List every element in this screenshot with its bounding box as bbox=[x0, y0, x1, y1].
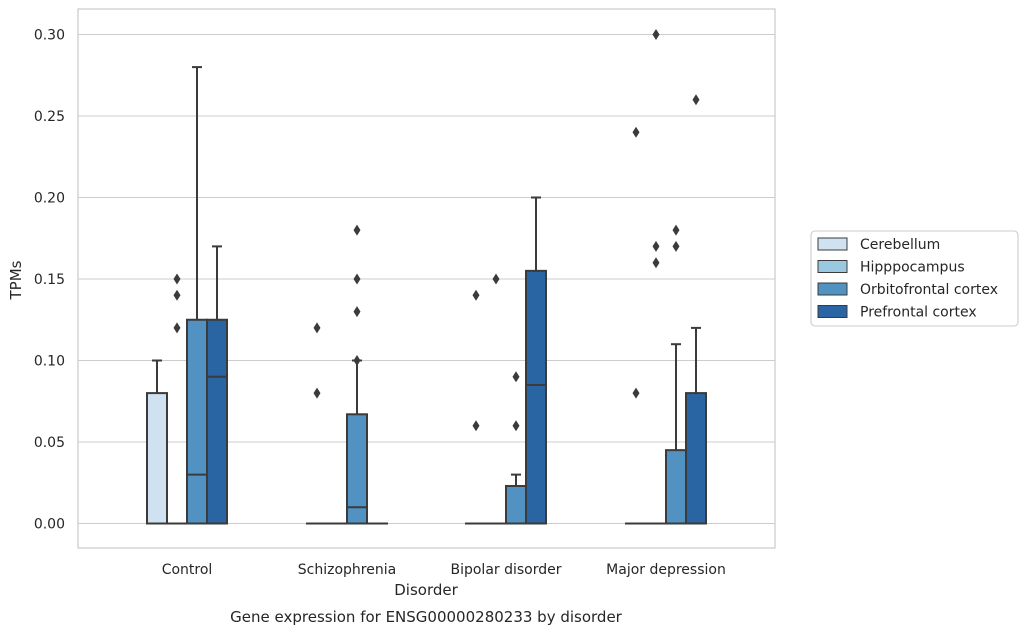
y-tick-label: 0.15 bbox=[34, 272, 65, 288]
outlier-point bbox=[472, 420, 480, 432]
legend-frame bbox=[810, 230, 1019, 327]
outlier-point bbox=[173, 322, 181, 334]
outlier-point bbox=[652, 240, 660, 252]
legend-swatch bbox=[817, 305, 848, 318]
box-body bbox=[186, 318, 208, 525]
outlier-point bbox=[173, 289, 181, 301]
chart-title: Gene expression for ENSG00000280233 by d… bbox=[230, 608, 623, 626]
box-orbitofrontal-cortex bbox=[346, 224, 368, 525]
y-tick-label: 0.05 bbox=[34, 435, 65, 451]
legend-label: Cerebellum bbox=[860, 237, 940, 253]
box-body bbox=[665, 449, 687, 525]
outlier-point bbox=[313, 387, 321, 399]
y-tick-label: 0.10 bbox=[34, 354, 65, 370]
y-tick-label: 0.25 bbox=[34, 109, 65, 125]
box-body bbox=[685, 392, 707, 525]
box-cerebellum bbox=[465, 289, 487, 525]
outlier-point bbox=[313, 322, 321, 334]
box-orbitofrontal-cortex bbox=[505, 371, 527, 525]
outlier-point bbox=[353, 224, 361, 236]
outlier-point bbox=[492, 273, 500, 285]
outlier-point bbox=[652, 257, 660, 269]
legend: Cerebellum Hipppocampus Orbitofrontal cort… bbox=[810, 230, 1019, 327]
box-prefrontal-cortex bbox=[685, 94, 707, 525]
outlier-point bbox=[353, 355, 361, 366]
outlier-point bbox=[512, 371, 520, 383]
y-tick-label: 0.30 bbox=[34, 28, 65, 44]
x-tick-label: Control bbox=[162, 562, 213, 578]
outlier-point bbox=[353, 273, 361, 285]
legend-swatch bbox=[817, 237, 848, 251]
legend-label: Orbitofrontal cortex bbox=[860, 282, 998, 298]
outlier-point bbox=[512, 420, 520, 432]
box-hipppocampus bbox=[645, 29, 667, 525]
box-hipppocampus bbox=[485, 273, 507, 525]
legend-label: Hipppocampus bbox=[860, 260, 965, 276]
box-cerebellum bbox=[146, 359, 168, 525]
x-tick-label: Bipolar disorder bbox=[450, 562, 561, 578]
box-body bbox=[146, 392, 168, 525]
outlier-point bbox=[472, 289, 480, 301]
box-orbitofrontal-cortex bbox=[186, 66, 208, 525]
box-body bbox=[525, 269, 547, 525]
box-cerebellum bbox=[625, 126, 647, 525]
outlier-point bbox=[353, 306, 361, 318]
outlier-point bbox=[632, 387, 640, 399]
legend-label: Prefrontal cortex bbox=[860, 305, 977, 321]
outlier-point bbox=[173, 273, 181, 285]
outlier-point bbox=[652, 29, 660, 40]
y-tick-label: 0.20 bbox=[34, 191, 65, 207]
box-orbitofrontal-cortex bbox=[665, 224, 687, 525]
outlier-point bbox=[632, 126, 640, 138]
box-body bbox=[505, 485, 527, 525]
box-prefrontal-cortex bbox=[525, 196, 547, 525]
box-cerebellum bbox=[306, 322, 328, 525]
y-axis-ticks: 0.00 0.05 0.10 0.15 0.20 0.25 0.30 bbox=[34, 28, 65, 533]
outlier-point bbox=[692, 94, 700, 106]
outlier-point bbox=[672, 224, 680, 236]
y-axis-label: TPMs bbox=[7, 260, 25, 300]
box-plot-area bbox=[146, 29, 707, 525]
outlier-point bbox=[672, 240, 680, 252]
legend-swatch bbox=[817, 260, 848, 273]
legend-swatch bbox=[817, 282, 848, 296]
plot-frame bbox=[77, 8, 776, 549]
y-tick-label: 0.00 bbox=[34, 517, 65, 533]
x-axis-label: Disorder bbox=[394, 581, 458, 599]
box-prefrontal-cortex bbox=[206, 245, 228, 525]
box-body bbox=[206, 318, 228, 525]
x-axis-ticks: Control Schizophrenia Bipolar disorder Majo… bbox=[162, 562, 726, 578]
box-body bbox=[346, 413, 368, 525]
x-tick-label: Major depression bbox=[606, 562, 726, 578]
x-tick-label: Schizophrenia bbox=[298, 562, 396, 578]
box-hipppocampus bbox=[166, 273, 188, 525]
